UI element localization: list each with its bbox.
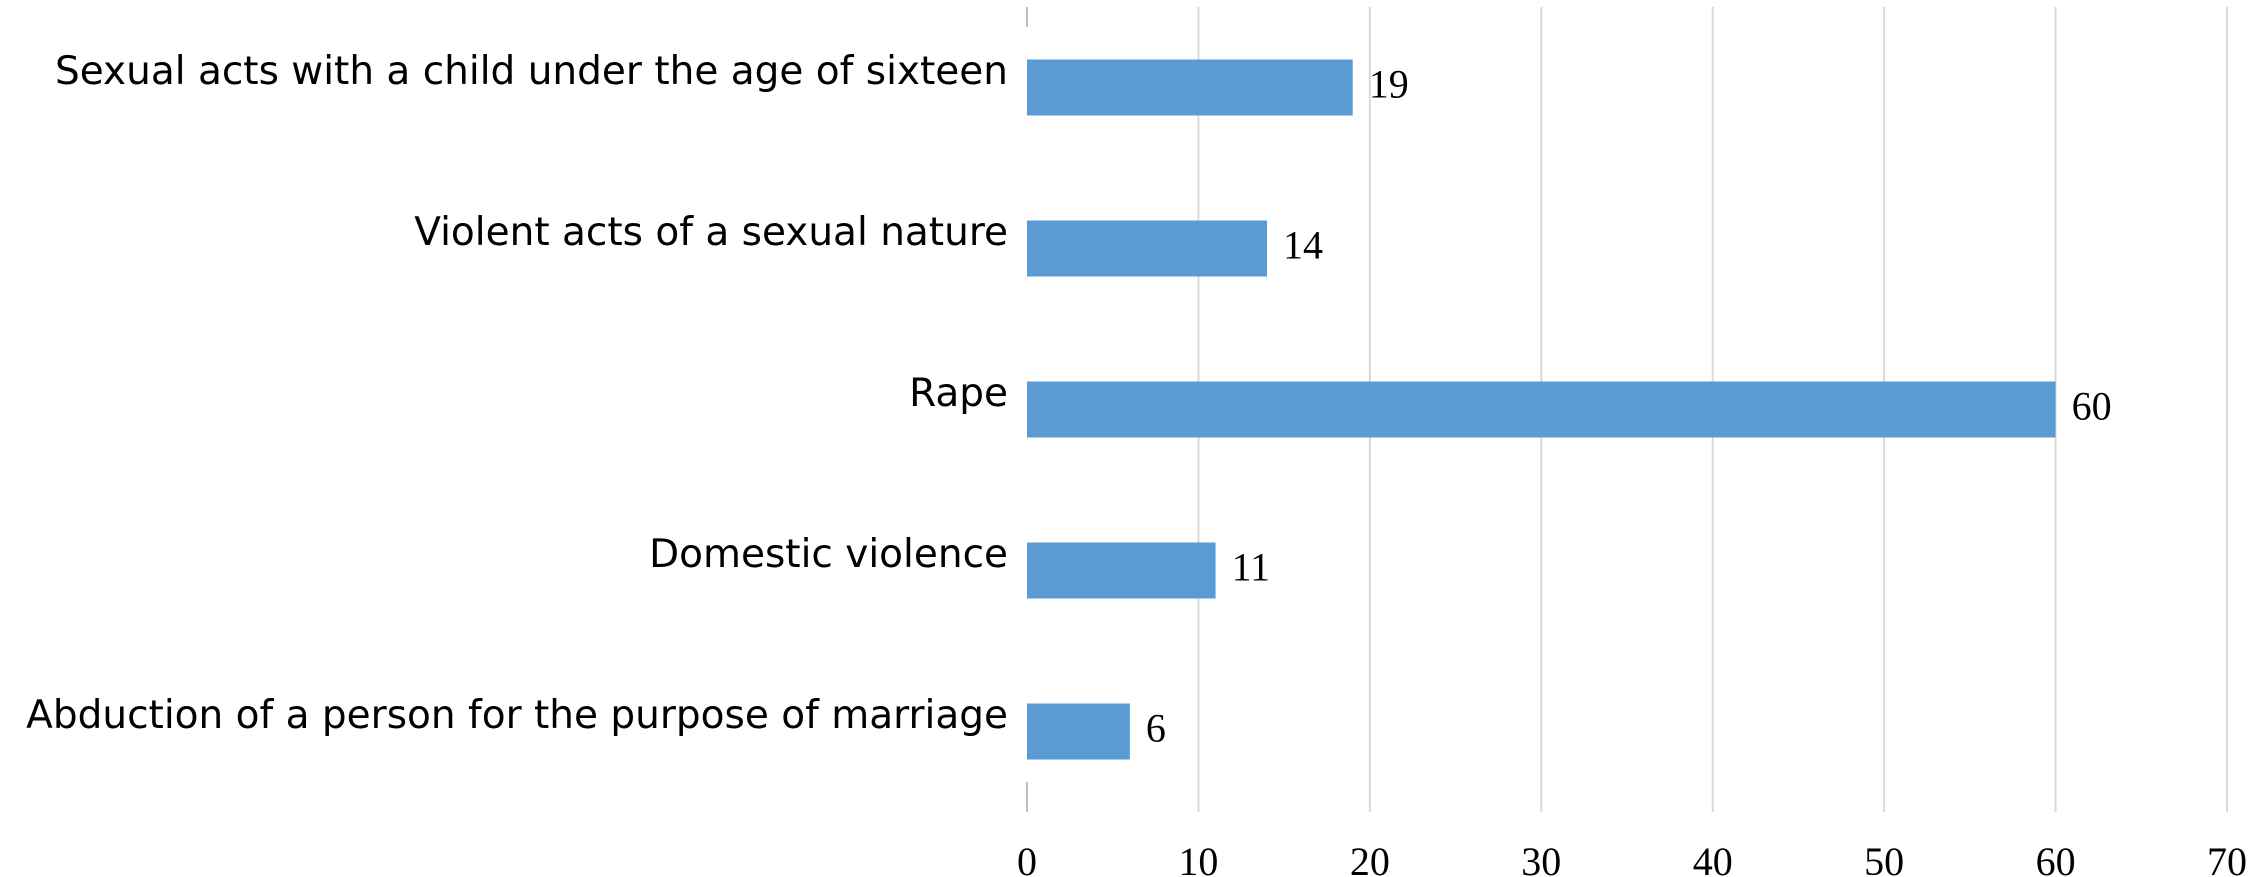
bar — [1027, 381, 2056, 438]
value-label: 11 — [1232, 545, 1271, 590]
bar — [1027, 220, 1267, 277]
x-tick-label: 70 — [2207, 839, 2247, 877]
value-label: 6 — [1146, 706, 1166, 751]
x-tick-label: 0 — [1017, 839, 1037, 877]
bar — [1027, 542, 1216, 599]
y-tick-label: Violent acts of a sexual nature — [414, 210, 1008, 255]
y-tick-label: Domestic violence — [649, 532, 1008, 577]
bar — [1027, 703, 1130, 760]
x-tick-label: 50 — [1864, 839, 1904, 877]
x-tick-label: 20 — [1350, 839, 1390, 877]
x-tick-label: 10 — [1178, 839, 1218, 877]
y-tick-label: Abduction of a person for the purpose of… — [26, 693, 1008, 738]
y-tick-label: Rape — [909, 371, 1008, 416]
value-label: 14 — [1283, 223, 1323, 268]
value-label: 60 — [2072, 384, 2112, 429]
bar — [1027, 59, 1353, 116]
x-tick-label: 60 — [2036, 839, 2076, 877]
y-tick-label: Sexual acts with a child under the age o… — [55, 49, 1008, 94]
value-label: 19 — [1369, 62, 1409, 107]
x-tick-label: 40 — [1693, 839, 1733, 877]
x-tick-label: 30 — [1521, 839, 1561, 877]
